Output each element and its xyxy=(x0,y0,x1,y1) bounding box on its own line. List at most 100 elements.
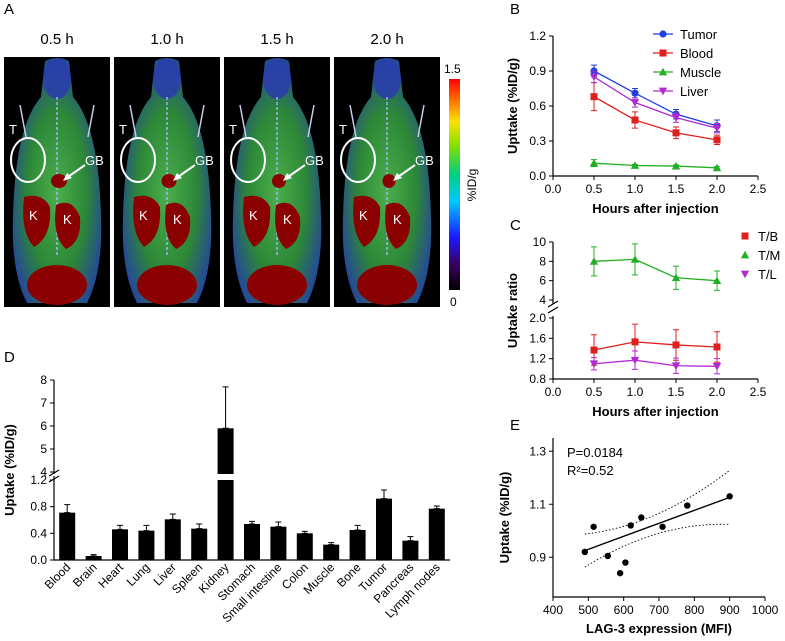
legend-marker xyxy=(658,67,668,76)
y-tick-label: 1.2 xyxy=(529,352,546,366)
forelimb-bones xyxy=(239,104,315,138)
y-tick-label: 0.8 xyxy=(529,372,546,386)
x-tick-label: 0.5 xyxy=(586,385,603,399)
forelimb-bones xyxy=(129,104,205,138)
x-tick-label: 2.0 xyxy=(709,385,726,399)
r-squared-annotation: R²=0.52 xyxy=(567,463,614,478)
bar xyxy=(191,528,208,560)
kidney-label: K xyxy=(393,212,402,227)
data-point xyxy=(589,360,599,368)
error-bar xyxy=(328,542,335,546)
error-bar xyxy=(169,513,176,520)
series-line xyxy=(593,70,718,127)
error-bar xyxy=(143,524,150,532)
data-point xyxy=(712,362,722,371)
tumor-circle xyxy=(120,137,156,183)
data-point xyxy=(631,338,639,346)
error-bar xyxy=(275,521,282,528)
x-tick-label: 2.0 xyxy=(709,182,726,196)
panel-letter-c: C xyxy=(510,217,521,234)
series-line xyxy=(593,359,718,367)
x-tick-label: 700 xyxy=(649,603,669,617)
gallbladder-hotspot xyxy=(161,174,177,188)
uptake-ratio-chart: 4 6 8 10 0.8 1.2 1.6 2.0 0.0 0.5 1.0 1.5 2.0 2.5 Hours… xyxy=(505,229,780,419)
bar xyxy=(402,540,419,560)
data-point xyxy=(712,124,722,133)
tumor-label: T xyxy=(229,122,237,137)
tumor-label: T xyxy=(119,122,127,137)
forelimb-bones xyxy=(349,104,425,138)
x-tick-label: 0.5 xyxy=(586,182,603,196)
x-tick-label: 0.0 xyxy=(545,182,562,196)
bar xyxy=(138,530,155,560)
data-point xyxy=(713,136,721,144)
tumor-circle xyxy=(340,137,376,183)
tumor-label: T xyxy=(339,122,347,137)
legend-marker xyxy=(740,250,750,259)
error-bar xyxy=(196,523,203,530)
x-axis-title: LAG-3 expression (MFI) xyxy=(586,621,732,636)
legend-label: Blood xyxy=(680,46,713,61)
y-tick-label: 1.2 xyxy=(529,29,546,43)
x-tick-label: 2.5 xyxy=(750,385,767,399)
y-tick-label: 5 xyxy=(40,442,47,456)
time-label: 0.5 h xyxy=(40,31,73,48)
gallbladder-hotspot xyxy=(51,174,67,188)
left-kidney-hotspot xyxy=(243,195,271,247)
panel-letter-b: B xyxy=(510,1,520,18)
gallbladder-arrow-head xyxy=(393,173,402,181)
left-kidney-hotspot xyxy=(133,195,161,247)
data-point xyxy=(712,163,722,172)
gallbladder-arrow-head xyxy=(63,173,72,181)
gallbladder-arrow-head xyxy=(173,173,182,181)
series-line xyxy=(593,162,718,169)
pet-imaging-panel: 0.5 h T GB K K 1.0 h T GB K K 1.5 h T GB K K 2.0 h T GB K K xyxy=(4,31,440,307)
category-label: Brain xyxy=(70,560,100,590)
y-tick-label: 0.0 xyxy=(30,553,47,567)
lag3-correlation-chart: 0.9 1.1 1.3 400 500 600 700 800 900 1000 LAG-3 exp… xyxy=(497,438,779,636)
y-tick-label: 0.0 xyxy=(529,169,546,183)
data-point xyxy=(581,548,588,556)
y-tick-label: 0.6 xyxy=(529,99,546,113)
data-point xyxy=(684,502,691,509)
x-tick-label: 500 xyxy=(578,603,598,617)
kidney-label: K xyxy=(283,212,292,227)
bar xyxy=(59,512,76,560)
x-tick-label: 0.0 xyxy=(545,385,562,399)
data-point xyxy=(604,552,611,560)
colorbar-max-label: 1.5 xyxy=(444,62,461,76)
x-tick-label: 1.0 xyxy=(627,385,644,399)
series-line xyxy=(593,96,718,141)
right-kidney-hotspot xyxy=(55,202,81,249)
y-tick-label: 0.3 xyxy=(529,134,546,148)
y-tick-label: 1.1 xyxy=(529,497,546,511)
gallbladder-hotspot xyxy=(272,174,286,188)
legend-marker xyxy=(740,270,750,279)
tumor-circle xyxy=(10,137,46,183)
error-bar xyxy=(407,536,414,542)
gallbladder-arrow-head xyxy=(283,173,292,181)
bar-upper-segment xyxy=(217,428,234,474)
data-point xyxy=(672,341,680,349)
data-point xyxy=(631,89,639,97)
data-point xyxy=(672,129,680,137)
x-tick-label: 400 xyxy=(543,603,563,617)
x-tick-label: 600 xyxy=(614,603,634,617)
right-kidney-hotspot xyxy=(275,202,301,249)
error-bar xyxy=(354,524,361,531)
panel-letter-e: E xyxy=(510,417,520,434)
head-region xyxy=(43,59,71,99)
data-point xyxy=(713,343,721,351)
data-point xyxy=(589,73,599,82)
y-axis-title: Uptake (%ID/g) xyxy=(497,472,512,564)
gallbladder-label: GB xyxy=(415,153,434,168)
x-tick-label: 1.0 xyxy=(627,182,644,196)
y-tick-label: 0.8 xyxy=(30,500,47,514)
bar-lower-segment xyxy=(217,480,234,560)
data-point xyxy=(622,559,629,566)
forelimb-bones xyxy=(19,104,95,138)
time-label: 2.0 h xyxy=(370,31,403,48)
series-line xyxy=(593,258,718,282)
head-region xyxy=(263,59,291,99)
gallbladder-label: GB xyxy=(85,153,104,168)
